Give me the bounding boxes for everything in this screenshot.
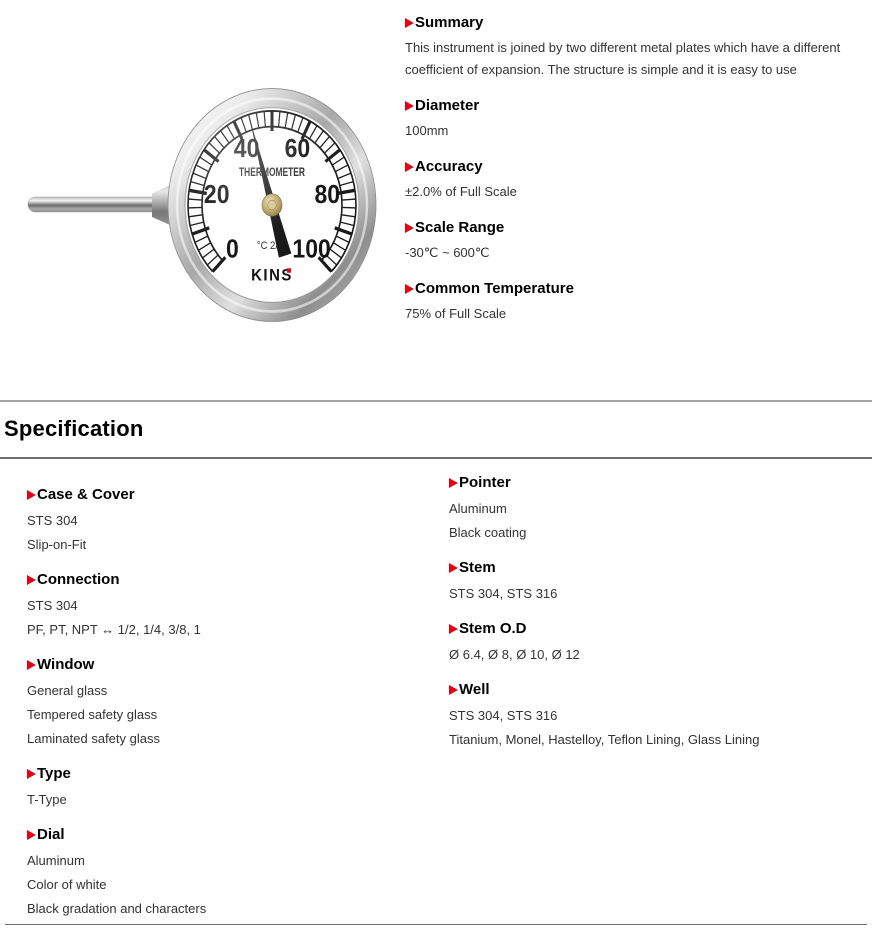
- summary-heading-text: Summary: [415, 14, 484, 31]
- well-line: Titanium, Monel, Hastelloy, Teflon Linin…: [449, 732, 760, 747]
- red-arrow-icon: [405, 223, 414, 233]
- connection-heading-text: Connection: [37, 571, 120, 588]
- red-arrow-icon: [27, 830, 36, 840]
- window-line: Tempered safety glass: [27, 707, 158, 722]
- hub-screw-center: [267, 200, 277, 210]
- brand-red-mark: [287, 268, 291, 273]
- type-heading-text: Type: [37, 765, 71, 782]
- svg-text:60: 60: [285, 135, 311, 163]
- dial-line: Aluminum: [27, 853, 85, 868]
- red-arrow-icon: [27, 490, 36, 500]
- window-heading: Window: [27, 656, 417, 674]
- connection-heading: Connection: [27, 571, 417, 589]
- stem-heading-text: Stem: [459, 559, 496, 576]
- connection-block: Connection STS 304 PF, PT, NPT ↔ 1/2, 1/…: [27, 571, 417, 642]
- pointer-block: Pointer Aluminum Black coating: [449, 474, 869, 545]
- dial-line: Color of white: [27, 877, 107, 892]
- accuracy-block: Accuracy ±2.0% of Full Scale: [405, 158, 867, 203]
- red-arrow-icon: [405, 18, 414, 28]
- case-cover-block: Case & Cover STS 304 Slip-on-Fit: [27, 486, 417, 557]
- diameter-heading-text: Diameter: [415, 97, 480, 114]
- pointer-line: Aluminum: [449, 501, 507, 516]
- pointer-heading: Pointer: [449, 474, 869, 492]
- scale-range-heading: Scale Range: [405, 219, 867, 237]
- common-temperature-block: Common Temperature 75% of Full Scale: [405, 280, 867, 325]
- connection-line: STS 304: [27, 598, 78, 613]
- brand-text: KINS: [251, 267, 293, 285]
- stem-od-heading-text: Stem O.D: [459, 620, 527, 637]
- dial-label: THERMOMETER: [239, 166, 305, 180]
- window-line: General glass: [27, 683, 108, 698]
- window-block: Window General glass Tempered safety gla…: [27, 656, 417, 751]
- svg-text:80: 80: [315, 181, 341, 209]
- pointer-line: Black coating: [449, 525, 527, 540]
- well-block: Well STS 304, STS 316 Titanium, Monel, H…: [449, 681, 869, 752]
- common-temperature-heading-text: Common Temperature: [415, 280, 574, 297]
- dial-heading-text: Dial: [37, 826, 65, 843]
- red-arrow-icon: [449, 478, 458, 488]
- type-block: Type T-Type: [27, 765, 417, 812]
- case-cover-heading: Case & Cover: [27, 486, 417, 504]
- well-heading: Well: [449, 681, 869, 699]
- stem-block: Stem STS 304, STS 316: [449, 559, 869, 606]
- scale-range-heading-text: Scale Range: [415, 219, 505, 236]
- common-temperature-value: 75% of Full Scale: [405, 306, 507, 321]
- red-arrow-icon: [405, 101, 414, 111]
- diameter-value: 100mm: [405, 123, 449, 138]
- stem-heading: Stem: [449, 559, 869, 577]
- stem-od-block: Stem O.D Ø 6.4, Ø 8, Ø 10, Ø 12: [449, 620, 869, 667]
- stem-line: STS 304, STS 316: [449, 586, 558, 601]
- dial-block: Dial Aluminum Color of white Black grada…: [27, 826, 417, 921]
- product-photo: 0 20 40 60 80 100 THERMOMETER °C 2/1 KINS: [0, 60, 400, 384]
- specification-title: Specification: [4, 416, 144, 441]
- well-heading-text: Well: [459, 681, 490, 698]
- well-line: STS 304, STS 316: [449, 708, 558, 723]
- window-line: Laminated safety glass: [27, 731, 160, 746]
- case-cover-line: STS 304: [27, 513, 78, 528]
- red-arrow-icon: [405, 284, 414, 294]
- connection-line: PF, PT, NPT ↔ 1/2, 1/4, 3/8, 1: [27, 622, 201, 637]
- pointer-heading-text: Pointer: [459, 474, 511, 491]
- red-arrow-icon: [449, 563, 458, 573]
- red-arrow-icon: [449, 624, 458, 634]
- diameter-heading: Diameter: [405, 97, 867, 115]
- case-cover-heading-text: Case & Cover: [37, 486, 135, 503]
- specification-left-column: Case & Cover STS 304 Slip-on-Fit Connect…: [27, 470, 417, 935]
- divider-bottom: [5, 924, 867, 925]
- svg-text:20: 20: [204, 181, 230, 209]
- divider-under-title: [0, 457, 872, 459]
- stem-od-line: Ø 6.4, Ø 8, Ø 10, Ø 12: [449, 647, 580, 662]
- specification-right-column: Pointer Aluminum Black coating Stem STS …: [449, 470, 869, 766]
- bezel-highlight: [175, 97, 369, 313]
- overview-column: Summary This instrument is joined by two…: [405, 14, 867, 341]
- stem-od-heading: Stem O.D: [449, 620, 869, 638]
- brand-logo: KINS: [251, 267, 293, 285]
- red-arrow-icon: [405, 162, 414, 172]
- scale-range-value: -30℃ ~ 600℃: [405, 245, 490, 260]
- dial-line: Black gradation and characters: [27, 901, 207, 916]
- type-heading: Type: [27, 765, 417, 783]
- accuracy-value: ±2.0% of Full Scale: [405, 184, 517, 199]
- svg-text:0: 0: [226, 235, 239, 263]
- red-arrow-icon: [27, 575, 36, 585]
- window-heading-text: Window: [37, 656, 95, 673]
- type-line: T-Type: [27, 792, 67, 807]
- summary-text: This instrument is joined by two differe…: [405, 40, 841, 77]
- red-arrow-icon: [27, 660, 36, 670]
- accuracy-heading-text: Accuracy: [415, 158, 483, 175]
- accuracy-heading: Accuracy: [405, 158, 867, 176]
- svg-text:100: 100: [292, 235, 330, 263]
- case-cover-line: Slip-on-Fit: [27, 537, 87, 552]
- divider-top: [0, 400, 872, 402]
- common-temperature-heading: Common Temperature: [405, 280, 867, 298]
- diameter-block: Diameter 100mm: [405, 97, 867, 142]
- red-arrow-icon: [449, 685, 458, 695]
- scale-range-block: Scale Range -30℃ ~ 600℃: [405, 219, 867, 264]
- summary-heading: Summary: [405, 14, 867, 32]
- dial-heading: Dial: [27, 826, 417, 844]
- summary-block: Summary This instrument is joined by two…: [405, 14, 867, 81]
- red-arrow-icon: [27, 769, 36, 779]
